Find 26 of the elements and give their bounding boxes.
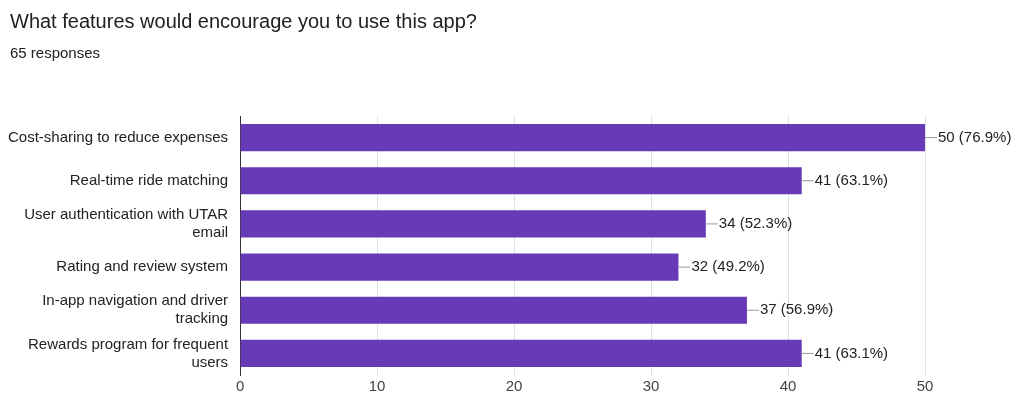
x-tick-label: 50 bbox=[916, 377, 934, 395]
text: 65 responses bbox=[10, 44, 101, 61]
x-tick-label: 40 bbox=[779, 377, 797, 395]
data-label: 37 (56.9%) bbox=[759, 300, 834, 318]
bar bbox=[240, 167, 802, 195]
bar bbox=[240, 210, 706, 238]
bar bbox=[240, 123, 925, 152]
x-tick-label: 20 bbox=[505, 377, 523, 395]
y-tick-label: Real-time ride matching bbox=[69, 170, 229, 188]
bar bbox=[240, 296, 747, 324]
x-tick-label: 30 bbox=[642, 377, 660, 395]
data-label: 34 (52.3%) bbox=[718, 214, 793, 232]
data-label: 32 (49.2%) bbox=[691, 257, 765, 275]
y-tick-label: Rating and review system bbox=[56, 257, 229, 275]
data-label: 41 (63.1%) bbox=[814, 343, 889, 361]
y-tick-label: In-app navigation and driver tracking bbox=[42, 291, 229, 327]
x-tick-label: 0 bbox=[235, 377, 245, 395]
y-tick-label: User authentication with UTAR email bbox=[24, 205, 229, 241]
y-tick-label: Rewards program for frequent users bbox=[28, 334, 229, 370]
bar bbox=[240, 339, 802, 368]
chart-title: What features would encourage you to use this app? bbox=[10, 10, 477, 33]
x-tick-label: 10 bbox=[368, 377, 386, 395]
data-label: 41 (63.1%) bbox=[814, 170, 889, 188]
data-label: 50 (76.9%) bbox=[938, 127, 1012, 145]
y-tick-label: Cost-sharing to reduce expenses bbox=[8, 127, 229, 145]
bar bbox=[240, 253, 679, 281]
